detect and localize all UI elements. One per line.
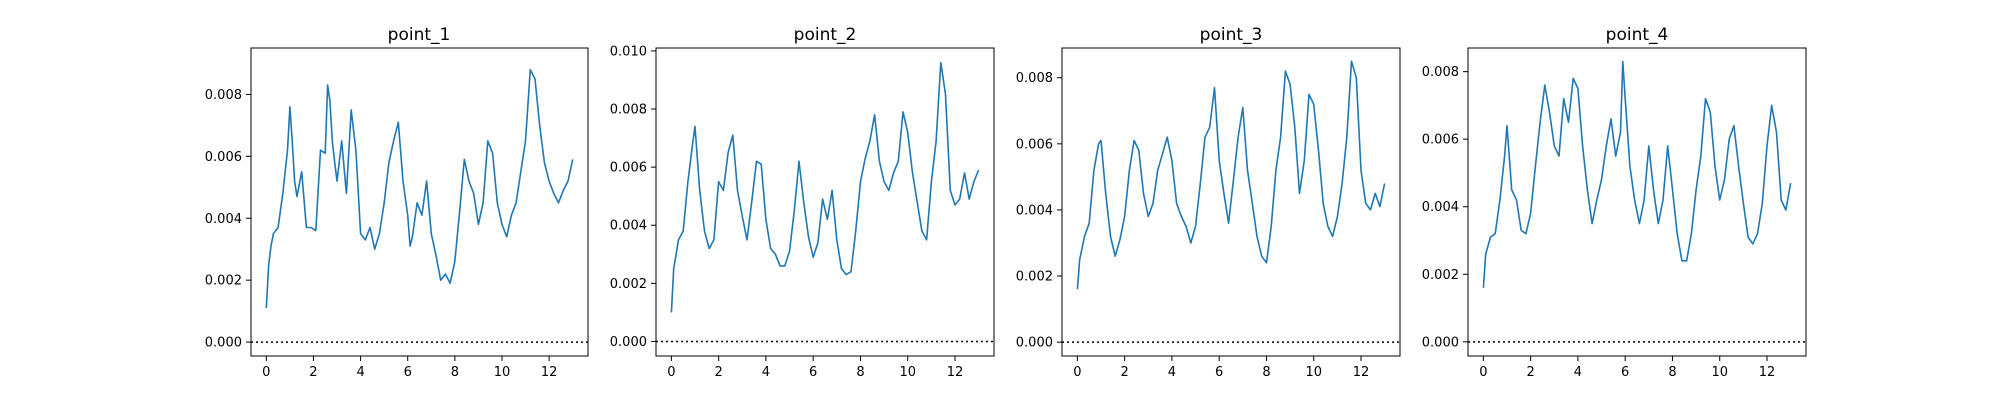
subplot-point-2: point_2 0 2 4 6 8 10 12 0.000 0.002 0.004 0.006 0.0… bbox=[610, 25, 995, 380]
x-tick-label: 8 bbox=[451, 365, 459, 380]
x-tick-label: 12 bbox=[1353, 365, 1370, 380]
y-tick-label: 0.010 bbox=[610, 44, 647, 59]
x-tick-label: 2 bbox=[309, 365, 317, 380]
plot-area: 0 2 4 6 8 10 12 0.000 0.002 0.004 0.006 0.008 bbox=[1016, 47, 1401, 380]
x-tick-label: 6 bbox=[1621, 365, 1629, 380]
y-tick-label: 0.000 bbox=[205, 336, 242, 351]
x-tick-label: 8 bbox=[856, 365, 864, 380]
y-tick-label: 0.004 bbox=[610, 219, 647, 234]
y-tick-label: 0.006 bbox=[205, 150, 242, 165]
y-tick-label: 0.008 bbox=[1016, 71, 1053, 86]
y-tick-label: 0.008 bbox=[610, 103, 647, 118]
y-tick-label: 0.000 bbox=[1422, 335, 1459, 350]
subplot-title: point_3 bbox=[1200, 25, 1263, 45]
y-tick-label: 0.000 bbox=[1016, 336, 1053, 351]
y-tick-label: 0.006 bbox=[1016, 137, 1053, 152]
subplot-title: point_4 bbox=[1606, 25, 1669, 45]
x-tick-label: 0 bbox=[262, 365, 270, 380]
y-tick-label: 0.004 bbox=[1016, 203, 1053, 218]
x-tick-label: 4 bbox=[1574, 365, 1582, 380]
x-tick-label: 6 bbox=[404, 365, 412, 380]
x-tick-label: 12 bbox=[1759, 365, 1776, 380]
x-tick-label: 4 bbox=[1168, 365, 1176, 380]
y-tick-label: 0.002 bbox=[205, 274, 242, 289]
y-tick-label: 0.002 bbox=[1016, 270, 1053, 285]
y-tick-label: 0.004 bbox=[1422, 200, 1459, 215]
axes-frame bbox=[250, 47, 589, 357]
axes-frame bbox=[1061, 47, 1401, 357]
subplot-title: point_1 bbox=[388, 25, 451, 45]
x-tick-label: 10 bbox=[1305, 365, 1322, 380]
plot-area: 0 2 4 6 8 10 12 0.000 0.002 0.004 0.006 0.008 bbox=[205, 47, 589, 380]
x-tick-label: 10 bbox=[494, 365, 511, 380]
subplot-point-4: point_4 0 2 4 6 8 10 12 0.000 0.002 0.004 0.006 0.0… bbox=[1422, 25, 1807, 380]
x-tick-label: 6 bbox=[809, 365, 817, 380]
x-tick-label: 12 bbox=[541, 365, 558, 380]
series-line bbox=[265, 68, 574, 309]
axes-frame bbox=[655, 47, 995, 357]
x-tick-label: 10 bbox=[1711, 365, 1728, 380]
x-tick-label: 0 bbox=[1073, 365, 1081, 380]
x-tick-label: 2 bbox=[1120, 365, 1128, 380]
y-tick-label: 0.006 bbox=[610, 161, 647, 176]
x-tick-label: 6 bbox=[1215, 365, 1223, 380]
y-tick-label: 0.008 bbox=[1422, 65, 1459, 80]
y-tick-label: 0.002 bbox=[610, 277, 647, 292]
y-tick-label: 0.008 bbox=[205, 88, 242, 103]
x-tick-label: 4 bbox=[762, 365, 770, 380]
x-tick-label: 2 bbox=[1526, 365, 1534, 380]
y-tick-label: 0.000 bbox=[610, 335, 647, 350]
x-tick-label: 8 bbox=[1262, 365, 1270, 380]
series-line bbox=[1076, 60, 1386, 290]
series-line bbox=[1482, 60, 1792, 288]
x-tick-label: 10 bbox=[899, 365, 916, 380]
x-tick-label: 12 bbox=[947, 365, 964, 380]
series-line bbox=[670, 61, 980, 313]
y-tick-label: 0.006 bbox=[1422, 133, 1459, 148]
plot-area: 0 2 4 6 8 10 12 0.000 0.002 0.004 0.006 0.008 0.010 bbox=[610, 44, 995, 380]
axes-frame bbox=[1467, 47, 1807, 357]
plot-area: 0 2 4 6 8 10 12 0.000 0.002 0.004 0.006 0.008 bbox=[1422, 47, 1807, 380]
subplot-point-3: point_3 0 2 4 6 8 10 12 0.000 0.002 0.004 0.006 0.0… bbox=[1016, 25, 1401, 380]
x-tick-label: 8 bbox=[1668, 365, 1676, 380]
subplot-title: point_2 bbox=[794, 25, 857, 45]
x-tick-label: 4 bbox=[356, 365, 364, 380]
x-tick-label: 0 bbox=[667, 365, 675, 380]
y-tick-label: 0.004 bbox=[205, 212, 242, 227]
subplot-point-1: point_1 0 2 4 6 8 10 12 0.000 0.002 0.004 0.006 0.0… bbox=[205, 25, 589, 380]
x-tick-label: 2 bbox=[714, 365, 722, 380]
x-tick-label: 0 bbox=[1479, 365, 1487, 380]
y-tick-label: 0.002 bbox=[1422, 268, 1459, 283]
